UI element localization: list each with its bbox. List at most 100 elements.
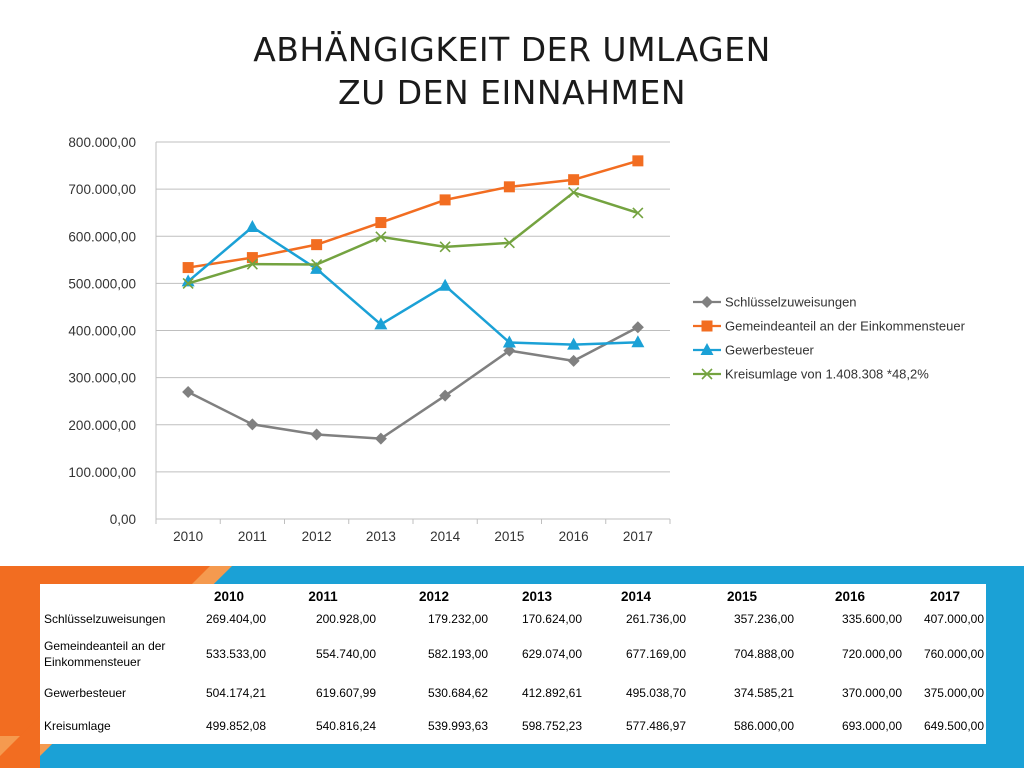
table-header-cell: 2016 bbox=[834, 589, 866, 604]
table-cell: 693.000,00 bbox=[841, 718, 902, 733]
table-cell: 357.236,00 bbox=[733, 612, 794, 626]
table-header-cell: 2017 bbox=[929, 589, 961, 604]
data-point bbox=[374, 317, 388, 330]
row-label: Schlüsselzuweisungen bbox=[44, 612, 166, 626]
table-cell: 179.232,00 bbox=[427, 612, 488, 626]
table-cell: 760.000,00 bbox=[923, 647, 984, 661]
table-cell: 720.000,00 bbox=[841, 647, 902, 661]
page-title: ABHÄNGIGKEIT DER UMLAGEN ZU DEN EINNAHME… bbox=[0, 28, 1024, 114]
series-line bbox=[187, 225, 638, 346]
band-orange-lower bbox=[0, 716, 40, 768]
data-point bbox=[568, 186, 580, 198]
title-line-1: ABHÄNGIGKEIT DER UMLAGEN bbox=[253, 30, 771, 69]
table-cell: 629.074,00 bbox=[521, 647, 582, 661]
series-line bbox=[187, 191, 639, 285]
table-header-cell: 2011 bbox=[308, 589, 338, 604]
table-cell: 677.169,00 bbox=[625, 647, 686, 661]
data-point bbox=[632, 207, 644, 219]
data-point bbox=[701, 320, 713, 332]
table-cell: 504.174,21 bbox=[205, 685, 266, 700]
table-cell: 582.193,00 bbox=[427, 647, 488, 661]
table-cell: 540.816,24 bbox=[315, 718, 376, 733]
line-chart: 0,00 100.000,00 200.000,00 300.000,00 400.00… bbox=[68, 135, 966, 544]
y-tick-label: 400.000,00 bbox=[68, 324, 136, 339]
data-point bbox=[375, 231, 387, 243]
data-point bbox=[503, 344, 516, 357]
legend-label: Gemeindeanteil an der Einkommensteuer bbox=[725, 319, 966, 334]
table-cell: 200.928,00 bbox=[315, 612, 376, 626]
y-tick-label: 700.000,00 bbox=[68, 182, 136, 197]
table-cell: 499.852,08 bbox=[205, 718, 266, 733]
table-cell: 374.585,21 bbox=[733, 685, 794, 700]
table-cell: 335.600,00 bbox=[841, 612, 902, 626]
data-point bbox=[182, 277, 194, 290]
data-point bbox=[310, 428, 323, 441]
y-tick-label: 800.000,00 bbox=[68, 135, 136, 150]
table-header-cell: 2013 bbox=[521, 589, 553, 604]
table-cell: 586.000,00 bbox=[733, 718, 794, 733]
table-header-cell: 2015 bbox=[726, 589, 758, 604]
data-point bbox=[182, 262, 194, 274]
y-tick-label: 500.000,00 bbox=[68, 276, 136, 291]
legend-label: Kreisumlage von 1.408.308 *48,2% bbox=[725, 367, 929, 382]
data-point bbox=[438, 278, 452, 291]
table-cell: 261.736,00 bbox=[625, 612, 686, 626]
table-cell: 170.624,00 bbox=[521, 612, 582, 626]
data-point bbox=[631, 321, 644, 334]
x-tick-label: 2014 bbox=[430, 529, 461, 544]
data-point bbox=[632, 155, 644, 167]
data-point bbox=[245, 220, 259, 233]
table-cell: 407.000,00 bbox=[923, 612, 984, 626]
data-table: 2010 2011 2012 2013 2014 2015 2016 2017 … bbox=[40, 584, 986, 742]
row-label: Gemeindeanteil an der Einkommensteuer bbox=[44, 639, 166, 669]
x-tick-label: 2012 bbox=[302, 529, 332, 544]
data-point bbox=[310, 261, 324, 274]
table-cell: 370.000,00 bbox=[841, 685, 902, 700]
data-point bbox=[503, 237, 515, 249]
table-cell: 539.993,63 bbox=[427, 718, 488, 733]
legend-label: Schlüsselzuweisungen bbox=[725, 295, 857, 310]
data-point bbox=[246, 418, 259, 431]
data-point bbox=[631, 335, 645, 348]
x-tick-label: 2015 bbox=[494, 529, 524, 544]
table-cell: 375.000,00 bbox=[923, 685, 984, 700]
y-tick-label: 300.000,00 bbox=[68, 371, 136, 386]
data-point bbox=[503, 181, 515, 193]
table-cell: 649.500,00 bbox=[923, 718, 984, 733]
table-header-cell: 2012 bbox=[418, 589, 450, 604]
series-line bbox=[187, 326, 639, 440]
data-point bbox=[700, 343, 714, 355]
data-point bbox=[375, 217, 387, 229]
data-table-panel: 2010 2011 2012 2013 2014 2015 2016 2017 … bbox=[40, 584, 986, 744]
table-cell: 495.038,70 bbox=[625, 685, 686, 700]
data-point bbox=[311, 258, 323, 271]
data-point bbox=[701, 368, 713, 380]
data-point bbox=[701, 296, 713, 308]
title-line-2: ZU DEN EINNAHMEN bbox=[337, 73, 687, 112]
data-point bbox=[182, 386, 195, 399]
y-tick-label: 100.000,00 bbox=[68, 465, 136, 480]
y-tick-label: 0,00 bbox=[110, 512, 136, 527]
data-point bbox=[568, 174, 580, 186]
legend-label: Gewerbesteuer bbox=[725, 343, 815, 358]
table-row: Kreisumlage 499.852,08 540.816,24 539.99… bbox=[40, 709, 986, 742]
table-row: Schlüsselzuweisungen 269.404,00 200.928,… bbox=[40, 606, 986, 632]
data-point bbox=[567, 337, 581, 350]
table-cell: 269.404,00 bbox=[205, 612, 266, 626]
table-cell: 704.888,00 bbox=[733, 647, 794, 661]
table-cell: 577.486,97 bbox=[625, 718, 686, 733]
data-point bbox=[311, 239, 323, 251]
x-tick-label: 2013 bbox=[366, 529, 396, 544]
table-header-cell: 2010 bbox=[213, 589, 245, 604]
data-point bbox=[246, 258, 258, 270]
table-header-cell: 2014 bbox=[620, 589, 652, 604]
x-tick-label: 2016 bbox=[559, 529, 589, 544]
table-cell: 533.533,00 bbox=[205, 647, 266, 661]
data-point bbox=[439, 241, 451, 253]
series-line bbox=[187, 159, 639, 269]
table-cell: 530.684,62 bbox=[427, 685, 488, 700]
data-point bbox=[439, 389, 452, 402]
table-cell: 412.892,61 bbox=[521, 685, 582, 700]
data-point bbox=[246, 252, 258, 264]
x-tick-label: 2011 bbox=[238, 529, 267, 544]
